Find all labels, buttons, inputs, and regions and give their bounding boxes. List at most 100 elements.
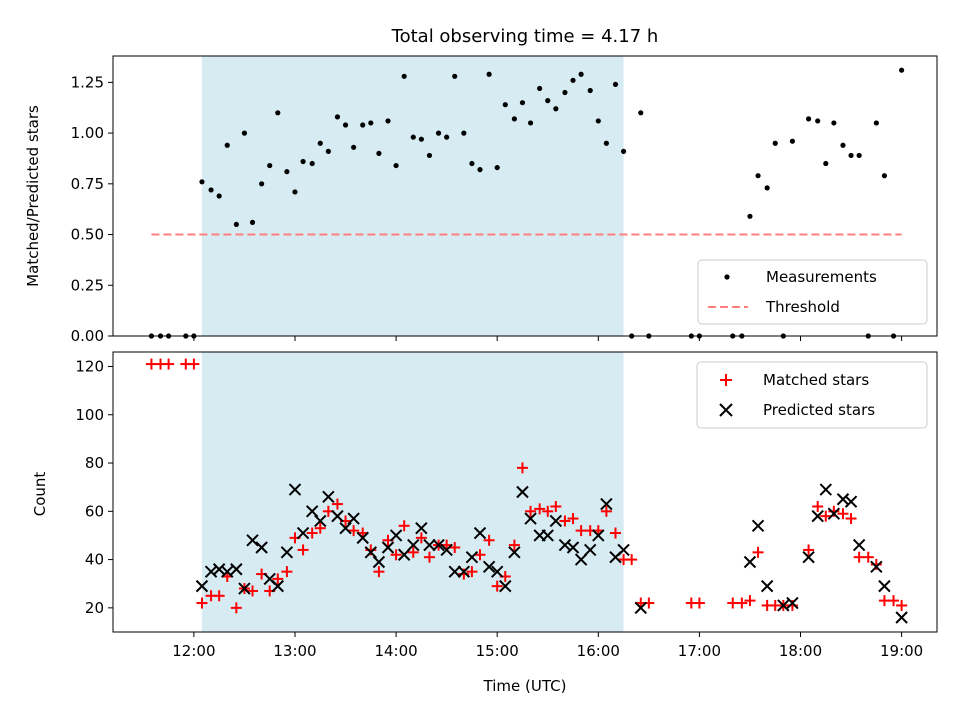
measurement-point: [418, 136, 424, 142]
matched-star-point: [247, 585, 259, 597]
bottom-ytick-label: 100: [75, 406, 104, 424]
measurement-point: [461, 130, 467, 136]
measurement-point: [764, 185, 770, 191]
top-ytick-label: 0.25: [71, 276, 104, 294]
predicted-star-point: [473, 526, 487, 540]
predicted-star-point: [878, 579, 891, 593]
measurement-point: [772, 140, 778, 146]
measurement-point: [309, 160, 315, 167]
matched-star-point: [423, 551, 435, 563]
matched-star-point: [888, 595, 900, 607]
predicted-star-point: [802, 550, 815, 564]
measurement-point: [233, 221, 239, 228]
matched-star-point: [466, 566, 478, 578]
legend-label-threshold: Threshold: [765, 298, 840, 316]
measurement-point: [351, 144, 357, 150]
matched-star-point: [752, 546, 764, 558]
matched-star-point: [407, 546, 419, 558]
top-legend-box: [697, 259, 928, 325]
matched-star-point: [820, 510, 832, 522]
predicted-star-point: [238, 582, 251, 595]
measurement-point: [300, 158, 306, 165]
top-ytick-label: 0.00: [71, 327, 104, 345]
predicted-star-point: [617, 543, 630, 557]
bottom-xtick-label: 14:00: [374, 642, 417, 660]
predicted-star-point: [541, 529, 554, 542]
measurement-point: [881, 173, 888, 179]
predicted-star-point: [255, 541, 268, 554]
predicted-star-point: [339, 521, 352, 535]
bottom-xtick-label: 13:00: [273, 642, 316, 660]
matched-star-point: [483, 534, 495, 546]
predicted-star-point: [280, 546, 294, 559]
measurement-point: [494, 164, 500, 171]
predicted-star-point: [305, 505, 319, 518]
predicted-star-point: [457, 565, 471, 578]
matched-star-point: [812, 500, 824, 512]
measurement-point: [224, 142, 230, 148]
measurement-point: [595, 118, 601, 124]
matched-star-point: [163, 358, 175, 370]
measurement-point: [284, 169, 290, 175]
predicted-star-point: [508, 546, 521, 559]
bottom-ytick-label: 80: [85, 454, 104, 472]
matched-star-point: [314, 522, 326, 534]
measurement-point: [393, 162, 399, 169]
bottom-ytick-label: 40: [85, 551, 104, 569]
predicted-star-point: [314, 514, 327, 528]
count-points: [145, 358, 908, 624]
matched-star-point: [230, 602, 242, 614]
measurement-point: [620, 148, 627, 154]
predicted-star-point: [465, 550, 479, 564]
matched-star-point: [862, 551, 874, 563]
matched-star-point: [534, 503, 546, 515]
predicted-star-point: [440, 543, 453, 557]
matched-star-point: [306, 527, 318, 539]
matched-star-point: [542, 505, 554, 517]
predicted-star-point: [322, 490, 335, 504]
measurement-point: [486, 71, 492, 77]
matched-star-point: [559, 515, 571, 527]
predicted-star-point: [870, 560, 883, 574]
legend-marker-matched: [720, 374, 732, 386]
predicted-star-point: [777, 599, 790, 612]
measurement-point: [368, 120, 374, 126]
predicted-star-point: [432, 538, 445, 552]
predicted-star-point: [811, 509, 824, 523]
measurement-point: [831, 120, 837, 126]
measurement-point: [815, 118, 821, 124]
matched-star-point: [803, 544, 815, 556]
legend-label-measurements: Measurements: [766, 268, 877, 286]
measurement-point: [823, 160, 829, 167]
measurement-point: [789, 138, 796, 144]
bottom-xtick-label: 18:00: [779, 642, 822, 660]
measurement-point: [638, 110, 644, 116]
measurement-point: [435, 130, 442, 136]
bottom-y-ticks: 20 40 60 80 100 120: [75, 357, 113, 617]
predicted-star-point: [852, 538, 866, 552]
measurement-point: [199, 179, 205, 185]
bottom-xtick-label: 15:00: [476, 642, 519, 660]
measurement-point: [747, 213, 753, 219]
measurement-point: [899, 67, 905, 73]
predicted-star-point: [558, 538, 572, 552]
bottom-plot-frame: [112, 351, 938, 633]
top-ytick-label: 0.75: [71, 175, 104, 193]
measurement-points: [148, 67, 905, 339]
measurement-point: [856, 152, 862, 159]
predicted-star-point: [592, 529, 605, 542]
measurement-point: [342, 122, 349, 128]
measurement-point: [603, 140, 609, 146]
chart-title: Total observing time = 4.17 h: [391, 26, 659, 47]
top-panel: 0.00 0.25 0.50 0.75 1.00 1.25 Total observing…: [24, 26, 938, 345]
measurement-point: [527, 120, 534, 126]
predicted-star-point: [415, 521, 428, 535]
legend-label-predicted: Predicted stars: [763, 401, 875, 419]
matched-star-point: [609, 527, 621, 539]
bottom-legend: Matched stars Predicted stars: [696, 361, 928, 429]
measurement-point: [452, 73, 458, 79]
predicted-star-point: [836, 493, 850, 506]
matched-star-point: [837, 508, 849, 520]
legend-label-matched: Matched stars: [763, 371, 869, 389]
measurement-point: [805, 116, 812, 122]
